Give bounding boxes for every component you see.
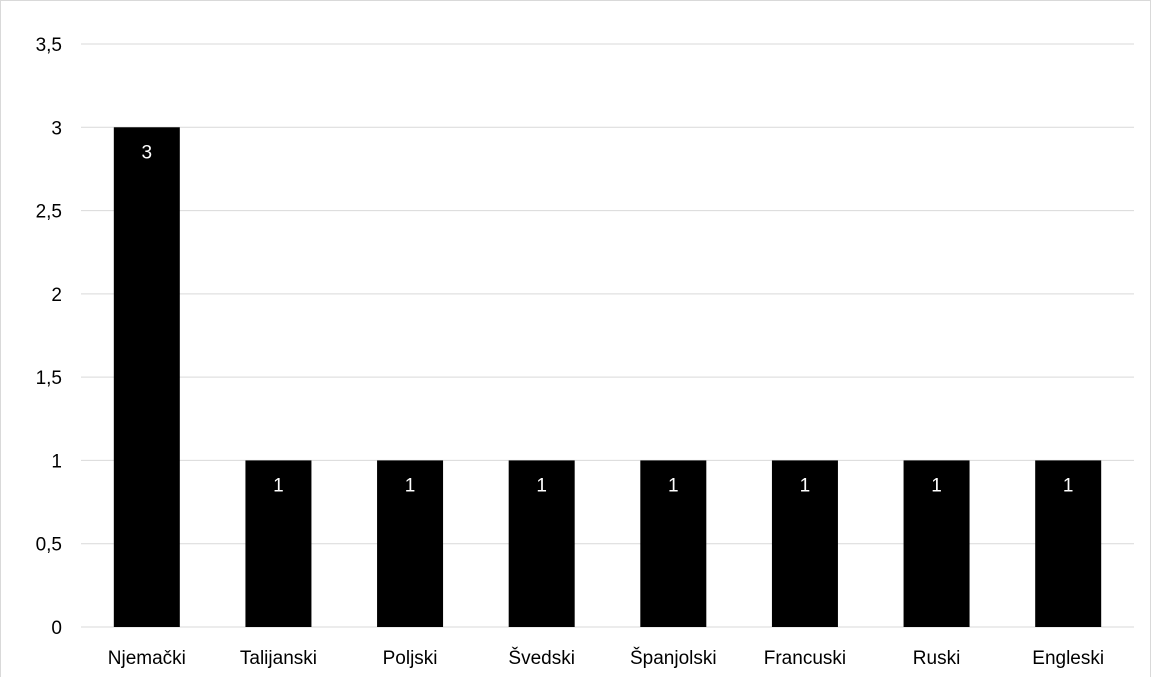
y-tick-label: 2,5 [36, 202, 62, 223]
x-axis-category-labels: Njemački Talijanski Poljski Švedski Španjols… [108, 647, 1104, 669]
y-tick-label: 3 [51, 118, 62, 139]
y-tick-label: 2 [51, 285, 62, 306]
y-tick-label: 3,5 [36, 35, 62, 56]
bar [1035, 460, 1102, 627]
x-category-label: Francuski [764, 648, 846, 669]
y-axis-tick-labels: 0 0,5 1 1,5 2 2,5 3 3,5 [36, 35, 62, 639]
data-label: 1 [536, 475, 547, 496]
data-labels: 3 1 1 1 1 1 1 1 [142, 142, 1074, 496]
x-category-label: Švedski [508, 647, 575, 669]
data-label: 1 [273, 475, 284, 496]
bar [377, 460, 444, 627]
y-tick-label: 1,5 [36, 368, 62, 389]
y-tick-label: 0,5 [36, 535, 62, 556]
data-label: 1 [405, 475, 416, 496]
data-label: 1 [931, 475, 942, 496]
gridlines [81, 43, 1134, 628]
x-category-label: Talijanski [240, 648, 317, 669]
data-label: 1 [800, 475, 811, 496]
bars [113, 127, 1102, 628]
bar [903, 460, 970, 627]
bar [640, 460, 707, 627]
x-category-label: Njemački [108, 648, 186, 669]
x-category-label: Poljski [383, 648, 438, 669]
bar [113, 127, 180, 628]
bar [508, 460, 575, 627]
x-category-label: Engleski [1032, 648, 1104, 669]
x-category-label: Španjolski [630, 647, 717, 669]
y-tick-label: 0 [51, 618, 62, 639]
x-category-label: Ruski [913, 648, 961, 669]
bar [245, 460, 312, 627]
data-label: 3 [142, 142, 153, 163]
data-label: 1 [1063, 475, 1074, 496]
data-label: 1 [668, 475, 679, 496]
bar [771, 460, 838, 627]
y-tick-label: 1 [51, 451, 62, 472]
